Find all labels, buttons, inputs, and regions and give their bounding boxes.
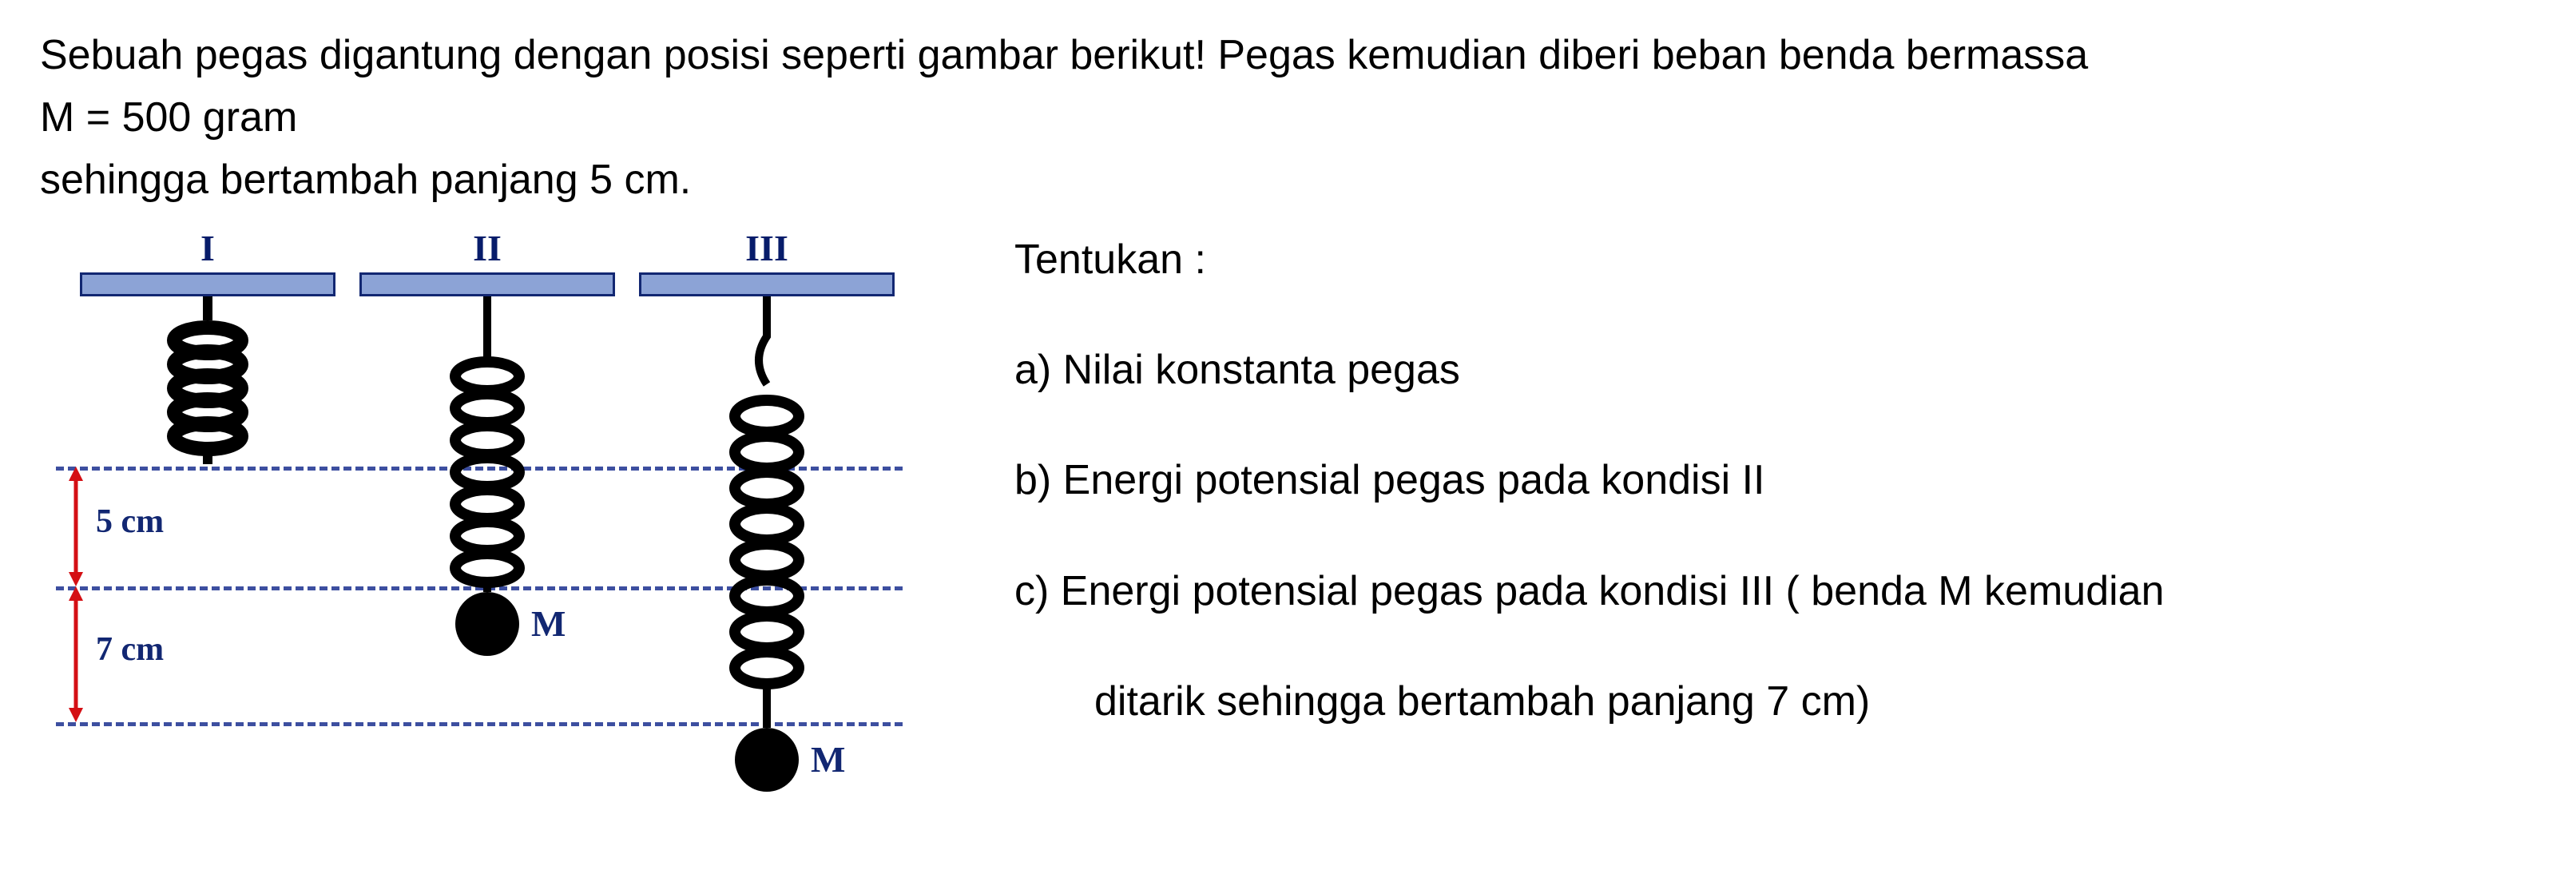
measure-label-7cm: 7 cm	[96, 630, 164, 669]
ceiling-bar-1	[80, 272, 335, 296]
ceiling-bar-2	[359, 272, 615, 296]
question-prompt: Tentukan :	[1014, 227, 2536, 293]
intro-line-2: M = 500 gram	[40, 86, 2536, 149]
question-c-cont: ditarik sehingga bertambah panjang 7 cm)	[1094, 669, 2536, 735]
measure-label-5cm: 5 cm	[96, 503, 164, 541]
intro-line-1: Sebuah pegas digantung dengan posisi sep…	[40, 24, 2536, 86]
spring-diagram: 5 cm 7 cm I II	[40, 227, 919, 802]
roman-label-2: II	[359, 227, 615, 269]
mass-label-3: M	[811, 738, 845, 781]
spring-setup-2: II M	[359, 227, 615, 656]
spring-coil-3	[719, 296, 815, 728]
question-b: b) Energi potensial pegas pada kondisi I…	[1014, 447, 2536, 514]
questions-block: Tentukan : a) Nilai konstanta pegas b) E…	[1014, 227, 2536, 779]
measure-arrow-2	[64, 586, 88, 722]
spring-coil-1	[160, 296, 256, 464]
mass-ball-3	[735, 728, 799, 792]
spring-coil-2	[439, 296, 535, 592]
intro-line-3: sehingga bertambah panjang 5 cm.	[40, 149, 2536, 211]
roman-label-3: III	[639, 227, 895, 269]
question-c: c) Energi potensial pegas pada kondisi I…	[1014, 558, 2536, 625]
content-row: 5 cm 7 cm I II	[40, 227, 2536, 802]
mass-ball-2	[455, 592, 519, 656]
problem-intro: Sebuah pegas digantung dengan posisi sep…	[40, 24, 2536, 211]
ceiling-bar-3	[639, 272, 895, 296]
spring-setup-1: I	[80, 227, 335, 464]
mass-label-2: M	[531, 602, 566, 645]
question-a: a) Nilai konstanta pegas	[1014, 337, 2536, 403]
measure-arrow-1	[64, 467, 88, 586]
spring-setup-3: III M	[639, 227, 895, 792]
roman-label-1: I	[80, 227, 335, 269]
